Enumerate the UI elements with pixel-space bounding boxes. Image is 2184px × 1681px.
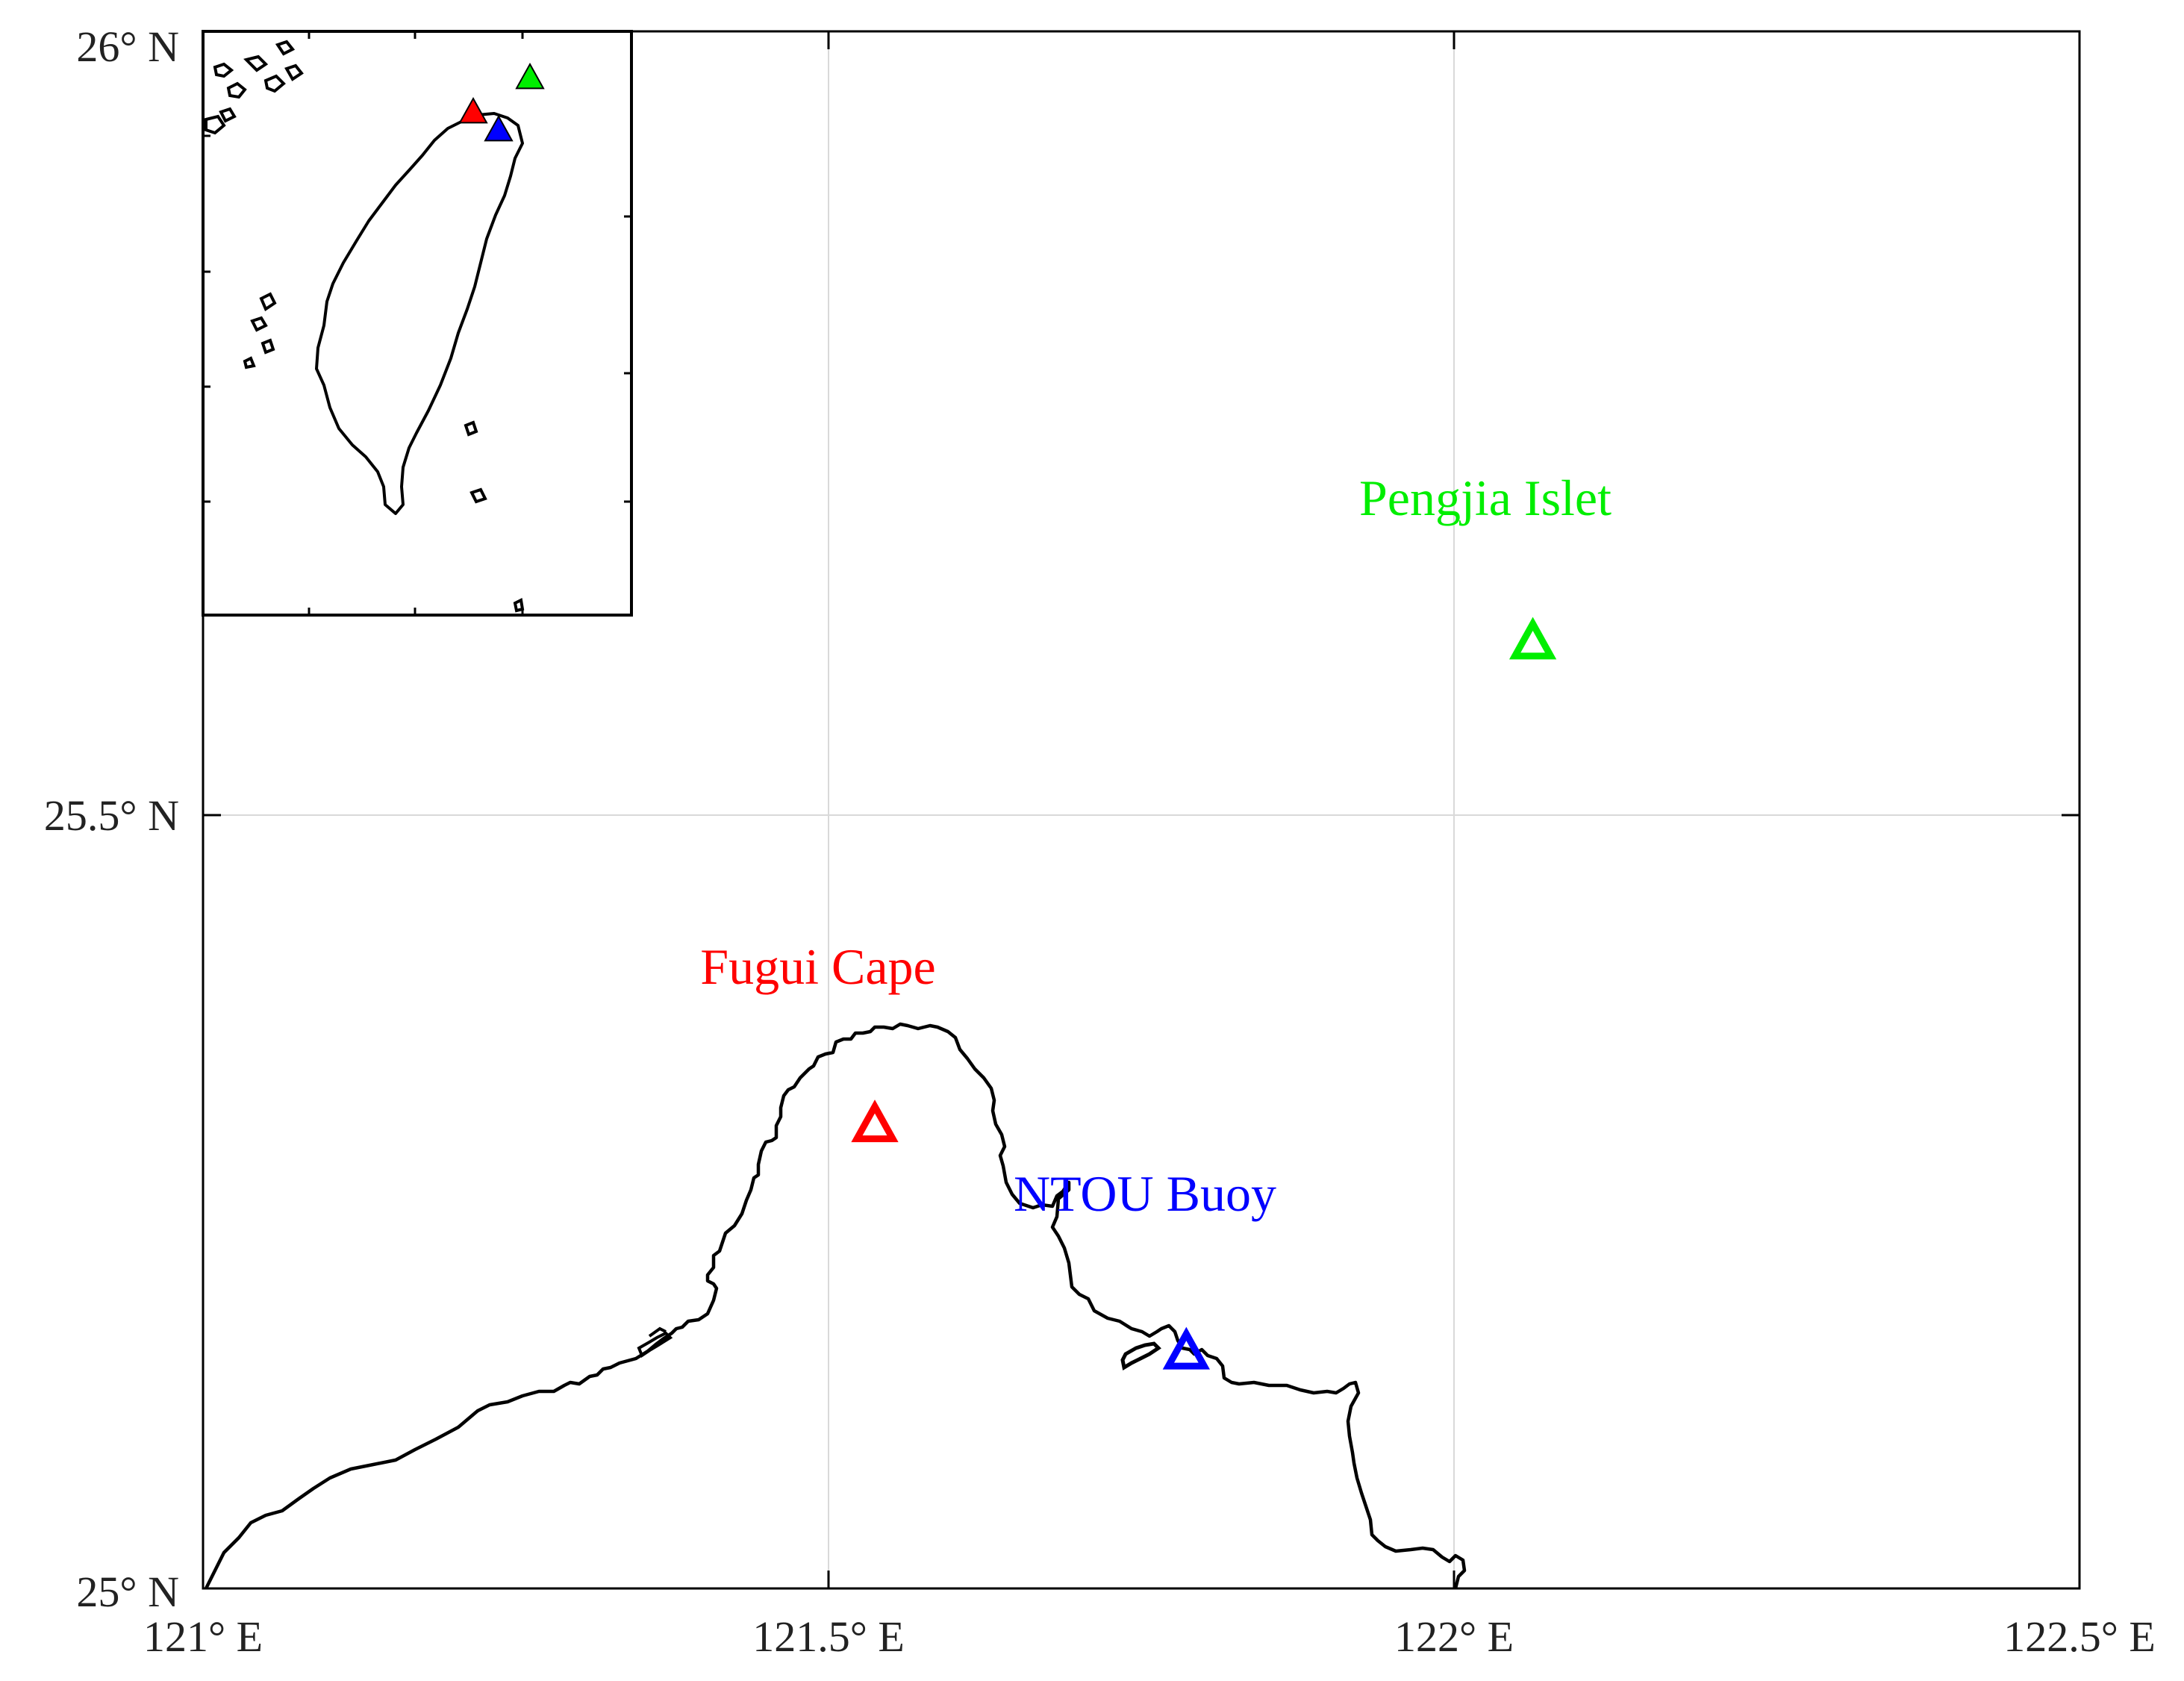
site-marker-pengjia-islet — [1508, 617, 1557, 660]
x-tick-label-121-5: 121.5° E — [752, 1612, 905, 1661]
inset-marker-pengjia-islet — [515, 62, 545, 90]
coastline-northern-taiwan — [204, 1022, 1467, 1590]
grid-lines — [203, 31, 2080, 1588]
y-axis-labels: 26° N 25.5° N 25° N — [44, 22, 179, 1616]
inset-islands — [205, 40, 525, 613]
site-label-ntou-buoy: NTOU Buoy — [1014, 1165, 1276, 1222]
site-label-pengjia-islet: Pengjia Islet — [1359, 470, 1612, 526]
harbor-structure-keelung — [1120, 1341, 1161, 1370]
inset-frame — [202, 30, 633, 617]
harbor-structure-taipei-port — [637, 1326, 673, 1359]
site-label-fugui-cape: Fugui Cape — [700, 938, 935, 995]
inset-taiwan-island — [315, 112, 524, 515]
inset-marker-fugui-cape — [458, 96, 488, 124]
y-tick-label-26: 26° N — [76, 22, 179, 71]
inset-tick-marks — [203, 31, 631, 615]
inset-marker-ntou-buoy — [484, 114, 514, 142]
x-axis-labels: 121° E 121.5° E 122° E 122.5° E — [143, 1612, 2156, 1661]
site-markers — [851, 617, 1557, 1370]
y-tick-label-25: 25° N — [76, 1568, 179, 1616]
inset-markers — [458, 62, 545, 142]
inset-map — [202, 30, 633, 617]
axis-ticks — [203, 30, 2080, 1588]
y-tick-label-25-5: 25.5° N — [44, 791, 179, 840]
x-tick-label-122-5: 122.5° E — [2003, 1612, 2156, 1661]
x-tick-label-122: 122° E — [1394, 1612, 1514, 1661]
axes-frame — [202, 30, 2081, 1590]
site-labels: Fugui Cape NTOU Buoy Pengjia Islet — [700, 470, 1612, 1222]
x-tick-label-121: 121° E — [143, 1612, 263, 1661]
site-marker-ntou-buoy — [1162, 1326, 1210, 1370]
site-marker-fugui-cape — [851, 1100, 899, 1143]
